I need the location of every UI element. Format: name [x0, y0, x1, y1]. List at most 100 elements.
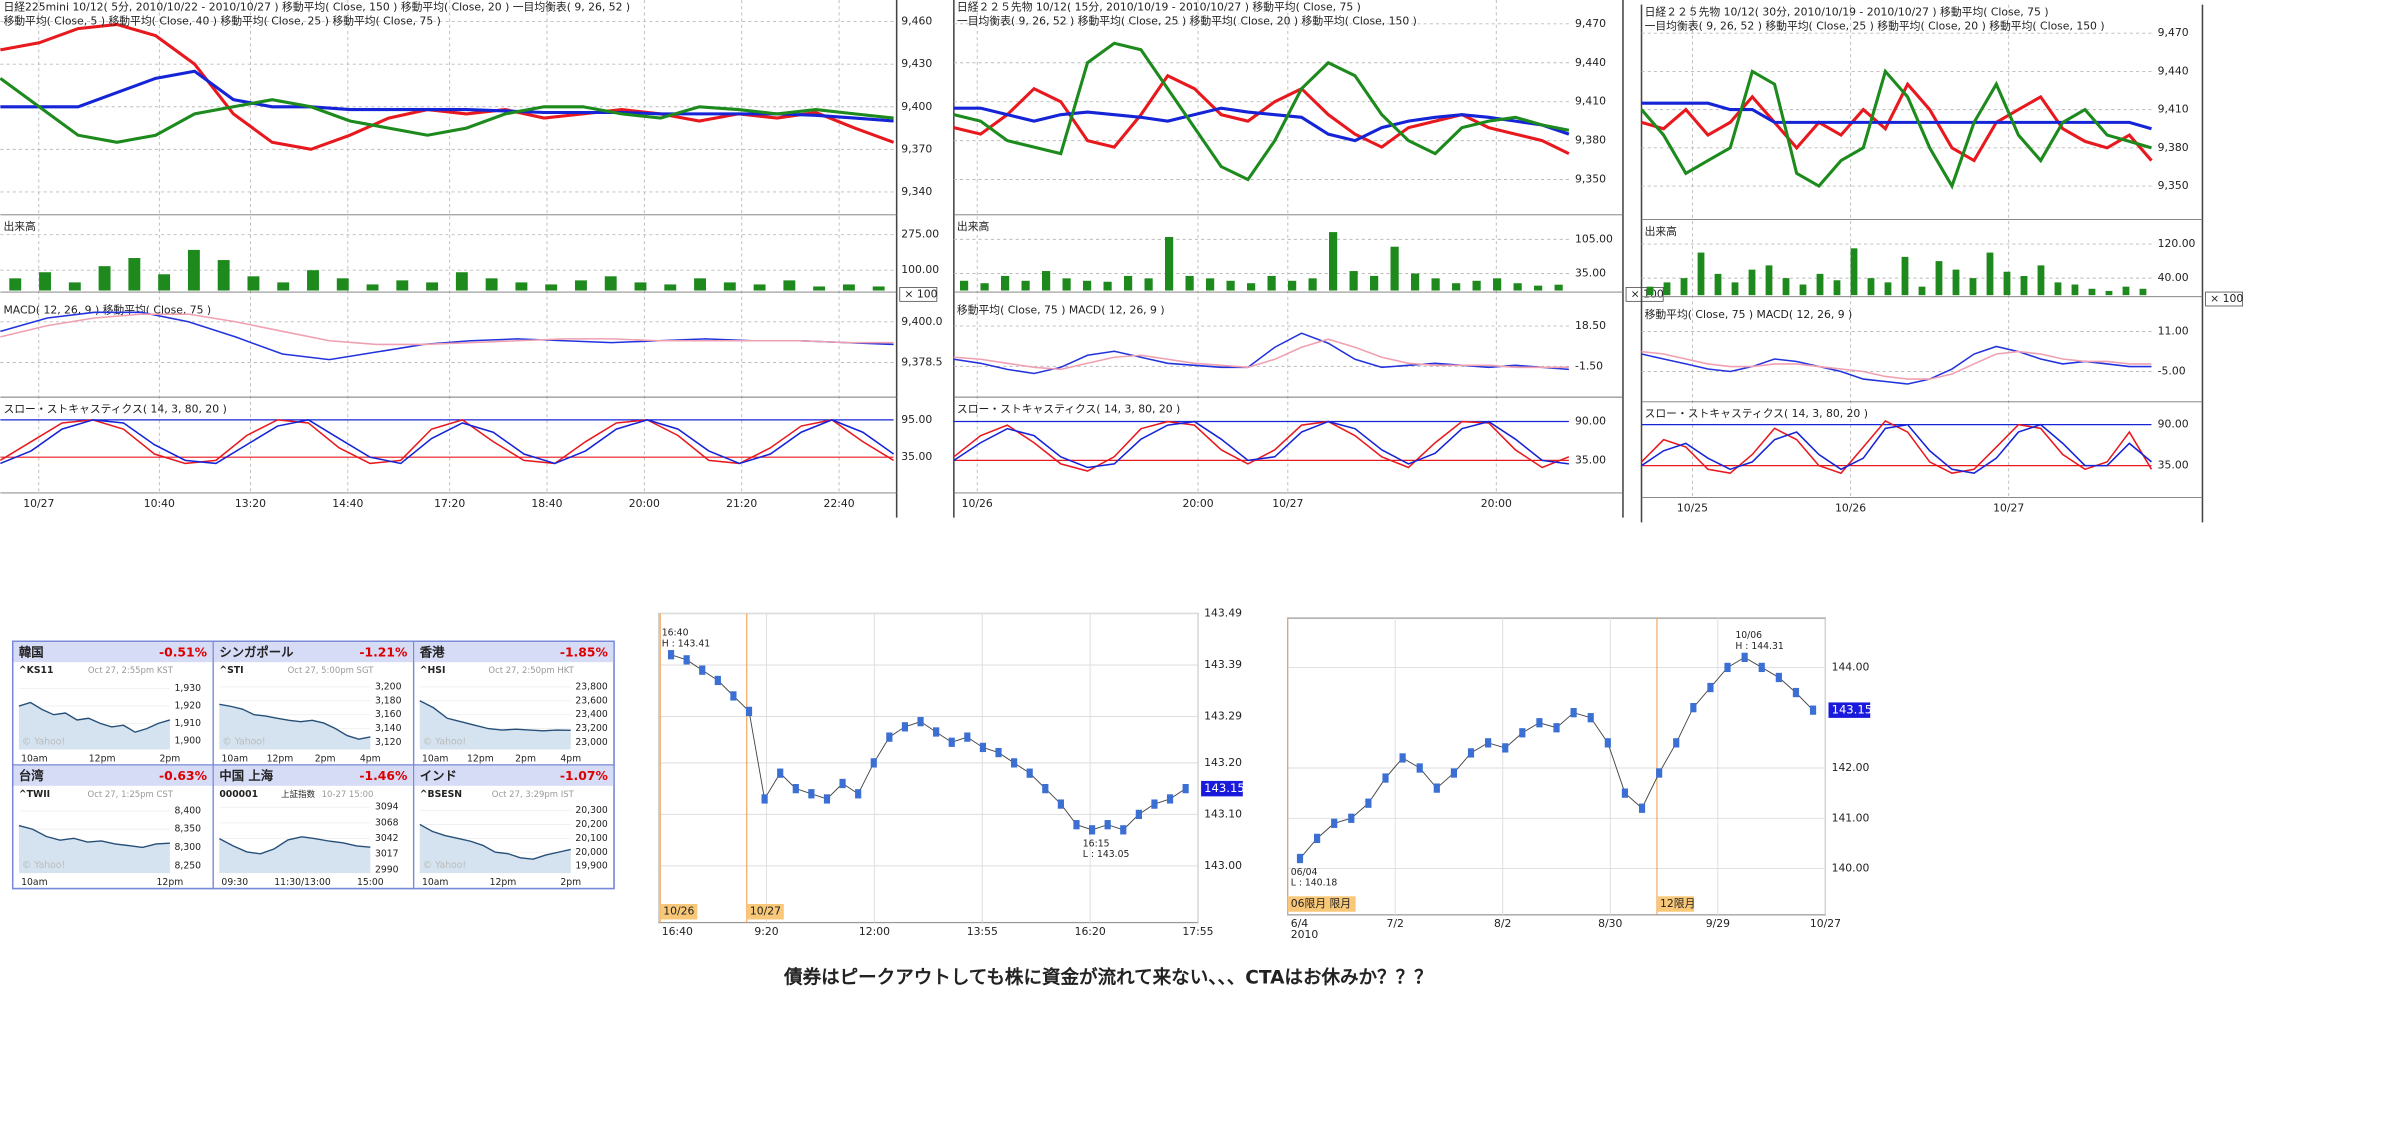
last-label: 143.15 [1204, 781, 1245, 795]
price-line [18, 824, 170, 849]
volume-bar [1850, 248, 1858, 296]
unit-label: × 100 [904, 287, 937, 300]
volume-bar [1918, 286, 1926, 296]
candle [1296, 853, 1304, 864]
high-time: 16:40 [662, 628, 689, 639]
volume-bar [980, 283, 989, 291]
volume-bar [2139, 288, 2147, 296]
volume-bar [1144, 278, 1153, 291]
y-tick-label: 23,800 [575, 681, 608, 692]
volume-bar [723, 282, 736, 291]
candle [1741, 652, 1748, 662]
candle [823, 794, 831, 804]
market-name: インド [420, 769, 457, 783]
x-tick-label: 10/25 [1677, 501, 1708, 514]
candle [948, 737, 955, 747]
market-symbol: 000001 [219, 789, 258, 800]
date-label: 10/26 [663, 905, 694, 918]
x-tick-label: 13:55 [967, 925, 998, 938]
candle [1656, 768, 1663, 778]
volume-bar [1329, 232, 1338, 291]
market-symbol: ^KS11 [19, 665, 54, 676]
candle [901, 722, 909, 732]
series-line [1641, 101, 2152, 131]
market-time: Oct 27, 1:25pm CST [88, 790, 174, 800]
y-tick-label: 9,410 [2158, 103, 2189, 116]
market-symbol: ^STI [219, 665, 243, 676]
chart-frame [1287, 617, 1827, 916]
last-box [1201, 780, 1243, 797]
volume-bar [426, 282, 439, 291]
candle [1809, 705, 1817, 715]
candle [870, 758, 877, 768]
y-tick-label: 142.00 [1832, 761, 1870, 774]
date-tag [1656, 896, 1695, 912]
candle [1088, 825, 1096, 835]
volume-bar [664, 284, 677, 291]
volume-bar [1349, 271, 1358, 291]
panel-header: 日経225mini 10/12( 5分, 2010/10/22 - 2010/1… [3, 0, 630, 14]
series-line [953, 338, 1569, 371]
volume-bar [1288, 280, 1297, 291]
x-tick-label: 10am [21, 753, 48, 764]
watermark: © Yahoo! [22, 860, 65, 871]
market-time: Oct 27, 2:50pm HKT [488, 666, 574, 676]
candle [933, 727, 940, 737]
candle [1570, 708, 1577, 718]
market-symbol: ^BSESN [420, 789, 462, 800]
volume-bar [2020, 276, 2028, 296]
candle [667, 650, 675, 660]
high-label: H : 143.41 [662, 638, 711, 649]
y-tick-label: 19,900 [575, 861, 608, 872]
candle [714, 675, 721, 686]
x-tick-label: 10/26 [962, 497, 993, 510]
series-line [953, 106, 1570, 143]
y-tick-label: 9,350 [1575, 173, 1606, 186]
y-tick-label: 8,350 [175, 824, 202, 835]
x-tick-label: 10/27 [23, 497, 54, 510]
y-tick-label: 3,160 [375, 709, 402, 720]
volume-bar [1884, 282, 1892, 296]
year-label: 2010 [1291, 928, 1319, 941]
panel-label: MACD( 12, 26, 9 ) 移動平均( Close, 75 ) [3, 303, 211, 317]
volume-bar [515, 282, 528, 291]
unit-label: × 100 [2210, 292, 2243, 305]
y-tick-label: 9,378.5 [901, 355, 942, 368]
candle [1707, 682, 1714, 693]
x-tick-label: 10am [422, 753, 449, 764]
panel-header: 一目均衡表( 9, 26, 52 ) 移動平均( Close, 25 ) 移動平… [957, 14, 1417, 28]
series-line [953, 41, 1570, 182]
low-label: L : 143.05 [1083, 849, 1130, 860]
volume-bar [39, 272, 51, 291]
market-time: Oct 27, 2:55pm KST [88, 666, 174, 676]
x-tick-label: 2pm [315, 753, 336, 764]
volume-bar [1390, 246, 1399, 291]
volume-bar [128, 258, 141, 291]
candle [1587, 713, 1594, 723]
x-tick-label: 12pm [89, 753, 116, 764]
price-line [670, 654, 1186, 831]
candle [1502, 743, 1509, 753]
y-tick-label: 3017 [375, 848, 399, 859]
y-tick-label: 20,200 [575, 819, 608, 830]
y-tick-label: 1,920 [175, 701, 202, 712]
volume-bar [1867, 278, 1875, 296]
cell-header [213, 765, 413, 786]
x-tick-label: 12pm [490, 877, 517, 888]
unit-box [899, 287, 938, 302]
x-tick-label: 20:00 [1182, 497, 1213, 510]
series-line [1641, 423, 2152, 474]
volume-bar [277, 282, 290, 291]
market-name: シンガポール [219, 644, 294, 659]
candle [1553, 723, 1560, 733]
x-tick-label: 12:00 [859, 925, 890, 938]
candle [855, 789, 862, 799]
x-tick-label: 8/2 [1494, 917, 1511, 930]
volume-bar [1731, 282, 1739, 296]
y-tick-label: 90.00 [2158, 418, 2189, 431]
candle [1450, 768, 1457, 778]
volume-bar [68, 282, 81, 291]
candle [1792, 687, 1800, 698]
volume-bar [1185, 275, 1194, 291]
volume-bar [1816, 273, 1824, 296]
